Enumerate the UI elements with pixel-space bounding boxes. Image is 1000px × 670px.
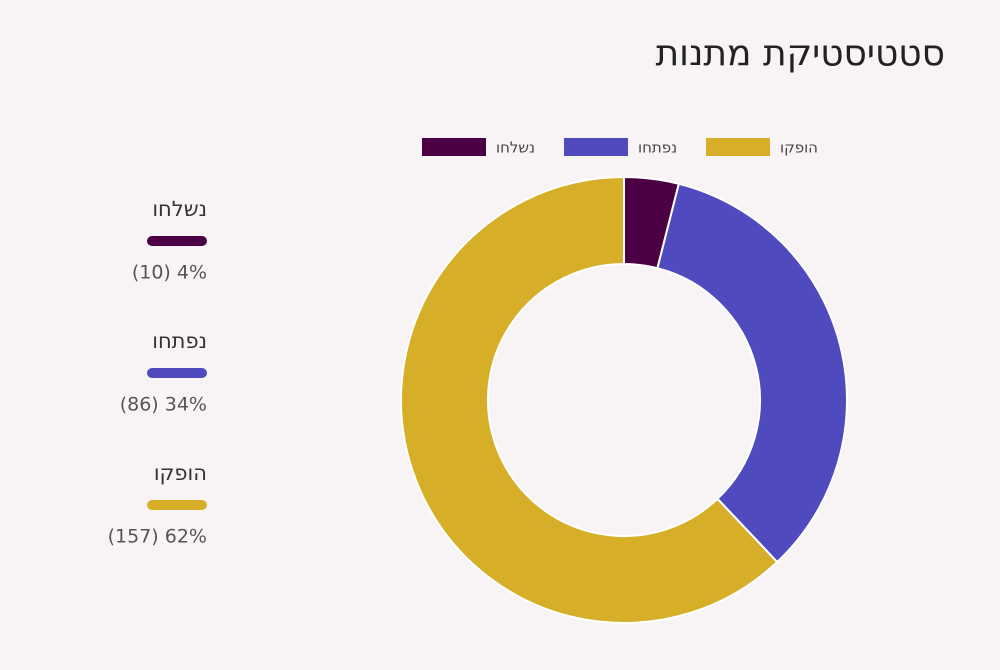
legend-swatch xyxy=(564,138,628,156)
chart-title: סטטיסטיקת מתנות xyxy=(656,33,946,74)
side-value: (10) 4% xyxy=(132,262,207,284)
side-label: נשלחו xyxy=(152,197,207,221)
side-value: (157) 62% xyxy=(108,526,207,548)
legend-label: נפתחו xyxy=(638,139,677,157)
legend-label: נשלחו xyxy=(496,139,535,157)
side-label: הופקו xyxy=(154,461,207,485)
legend-swatch xyxy=(706,138,770,156)
legend-swatch xyxy=(422,138,486,156)
side-value: (86) 34% xyxy=(120,394,207,416)
donut-segment xyxy=(656,182,848,564)
donut-segment xyxy=(400,175,779,624)
legend-label: הופקו xyxy=(780,139,818,157)
side-label: נפתחו xyxy=(152,329,207,353)
